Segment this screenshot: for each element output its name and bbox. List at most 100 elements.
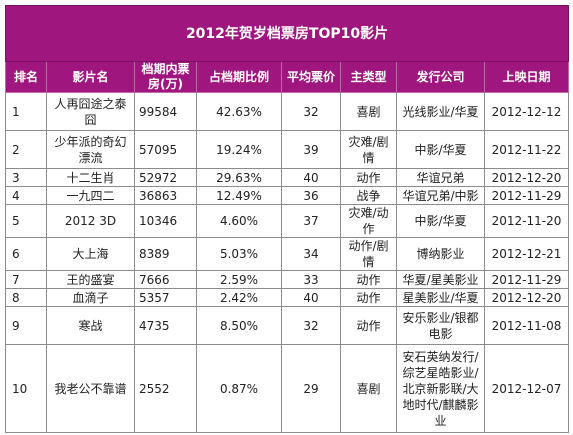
cell-rank: 5 [5, 204, 47, 238]
cell-price: 40 [281, 168, 341, 187]
cell-dist: 星美影业/华夏 [396, 288, 485, 307]
cell-name: 我老公不靠谱 [46, 344, 135, 433]
cell-share: 2.59% [196, 270, 282, 289]
header-genre: 主类型 [340, 61, 397, 93]
cell-name: 血滴子 [46, 288, 135, 307]
cell-rank: 8 [5, 288, 47, 307]
cell-rank: 3 [5, 168, 47, 187]
header-row: 排名 影片名 档期内票房(万) 占档期比例 平均票价 主类型 发行公司 上映日期 [5, 61, 570, 93]
cell-date: 2012-11-29 [483, 270, 570, 289]
cell-dist: 华谊兄弟 [396, 168, 485, 187]
cell-rank: 10 [5, 344, 47, 433]
table-row: 5 2012 3D 10346 4.60% 37 灾难/动作 中影/华夏 201… [5, 204, 570, 238]
header-price: 平均票价 [281, 61, 341, 93]
cell-share: 42.63% [196, 92, 282, 131]
cell-date: 2012-11-20 [483, 204, 570, 238]
cell-share: 8.50% [196, 306, 282, 345]
cell-box: 5357 [134, 288, 197, 307]
cell-dist: 中影/华夏 [396, 204, 485, 238]
cell-genre: 喜剧 [340, 344, 397, 433]
box-office-table: 2012年贺岁档票房TOP10影片 排名 影片名 档期内票房(万) 占档期比例 … [4, 5, 570, 433]
cell-price: 32 [281, 306, 341, 345]
cell-dist: 安乐影业/银都电影 [396, 306, 485, 345]
cell-genre: 喜剧 [340, 92, 397, 131]
cell-dist: 安石英纳发行/综艺星皓影业/北京新影联/大地时代/麒麟影业 [396, 344, 485, 433]
box-office-table-container: 2012年贺岁档票房TOP10影片 排名 影片名 档期内票房(万) 占档期比例 … [4, 5, 570, 433]
table-row: 3 十二生肖 52972 29.63% 40 动作 华谊兄弟 2012-12-2… [5, 168, 570, 187]
cell-name: 王的盛宴 [46, 270, 135, 289]
cell-genre: 战争 [340, 186, 397, 205]
table-row: 1 人再囧途之泰囧 99584 42.63% 32 喜剧 光线影业/华夏 201… [5, 92, 570, 131]
cell-name: 寒战 [46, 306, 135, 345]
cell-genre: 动作 [340, 306, 397, 345]
table-row: 6 大上海 8389 5.03% 34 动作/剧情 博纳影业 2012-12-2… [5, 237, 570, 271]
cell-share: 4.60% [196, 204, 282, 238]
cell-genre: 灾难/剧情 [340, 130, 397, 169]
cell-share: 29.63% [196, 168, 282, 187]
table-row: 7 王的盛宴 7666 2.59% 33 动作 华夏/星美影业 2012-11-… [5, 270, 570, 289]
cell-date: 2012-11-22 [483, 130, 570, 169]
header-box: 档期内票房(万) [134, 61, 197, 93]
header-share: 占档期比例 [196, 61, 282, 93]
cell-date: 2012-12-21 [483, 237, 570, 271]
cell-box: 52972 [134, 168, 197, 187]
cell-genre: 动作 [340, 168, 397, 187]
table-row: 8 血滴子 5357 2.42% 40 动作 星美影业/华夏 2012-12-2… [5, 288, 570, 307]
header-rank: 排名 [5, 61, 47, 93]
cell-rank: 2 [5, 130, 47, 169]
cell-price: 34 [281, 237, 341, 271]
cell-name: 2012 3D [46, 204, 135, 238]
cell-dist: 华夏/星美影业 [396, 270, 485, 289]
cell-box: 8389 [134, 237, 197, 271]
cell-price: 36 [281, 186, 341, 205]
cell-name: 少年派的奇幻漂流 [46, 130, 135, 169]
cell-dist: 华谊兄弟/中影 [396, 186, 485, 205]
table-row: 4 一九四二 36863 12.49% 36 战争 华谊兄弟/中影 2012-1… [5, 186, 570, 205]
cell-box: 7666 [134, 270, 197, 289]
cell-share: 12.49% [196, 186, 282, 205]
cell-date: 2012-12-07 [483, 344, 570, 433]
cell-box: 10346 [134, 204, 197, 238]
title-row: 2012年贺岁档票房TOP10影片 [4, 5, 570, 62]
cell-price: 39 [281, 130, 341, 169]
cell-box: 99584 [134, 92, 197, 131]
cell-genre: 灾难/动作 [340, 204, 397, 238]
cell-rank: 4 [5, 186, 47, 205]
cell-box: 57095 [134, 130, 197, 169]
cell-rank: 1 [5, 92, 47, 131]
table-row: 2 少年派的奇幻漂流 57095 19.24% 39 灾难/剧情 中影/华夏 2… [5, 130, 570, 169]
cell-date: 2012-11-29 [483, 186, 570, 205]
cell-date: 2012-12-20 [483, 288, 570, 307]
table-row: 9 寒战 4735 8.50% 32 动作 安乐影业/银都电影 2012-11-… [5, 306, 570, 345]
header-dist: 发行公司 [396, 61, 485, 93]
cell-date: 2012-12-12 [483, 92, 570, 131]
cell-box: 2552 [134, 344, 197, 433]
table-row: 10 我老公不靠谱 2552 0.87% 29 喜剧 安石英纳发行/综艺星皓影业… [5, 344, 570, 433]
cell-dist: 光线影业/华夏 [396, 92, 485, 131]
header-name: 影片名 [46, 61, 135, 93]
cell-date: 2012-12-20 [483, 168, 570, 187]
cell-price: 33 [281, 270, 341, 289]
cell-share: 19.24% [196, 130, 282, 169]
cell-dist: 博纳影业 [396, 237, 485, 271]
cell-rank: 7 [5, 270, 47, 289]
cell-rank: 9 [5, 306, 47, 345]
cell-box: 36863 [134, 186, 197, 205]
cell-rank: 6 [5, 237, 47, 271]
cell-share: 0.87% [196, 344, 282, 433]
cell-dist: 中影/华夏 [396, 130, 485, 169]
cell-price: 29 [281, 344, 341, 433]
cell-genre: 动作 [340, 270, 397, 289]
header-date: 上映日期 [483, 61, 570, 93]
cell-name: 一九四二 [46, 186, 135, 205]
cell-price: 32 [281, 92, 341, 131]
cell-name: 大上海 [46, 237, 135, 271]
cell-date: 2012-11-08 [483, 306, 570, 345]
cell-price: 37 [281, 204, 341, 238]
table-title: 2012年贺岁档票房TOP10影片 [4, 5, 570, 62]
cell-share: 2.42% [196, 288, 282, 307]
cell-genre: 动作/剧情 [340, 237, 397, 271]
cell-box: 4735 [134, 306, 197, 345]
cell-name: 人再囧途之泰囧 [46, 92, 135, 131]
cell-price: 40 [281, 288, 341, 307]
